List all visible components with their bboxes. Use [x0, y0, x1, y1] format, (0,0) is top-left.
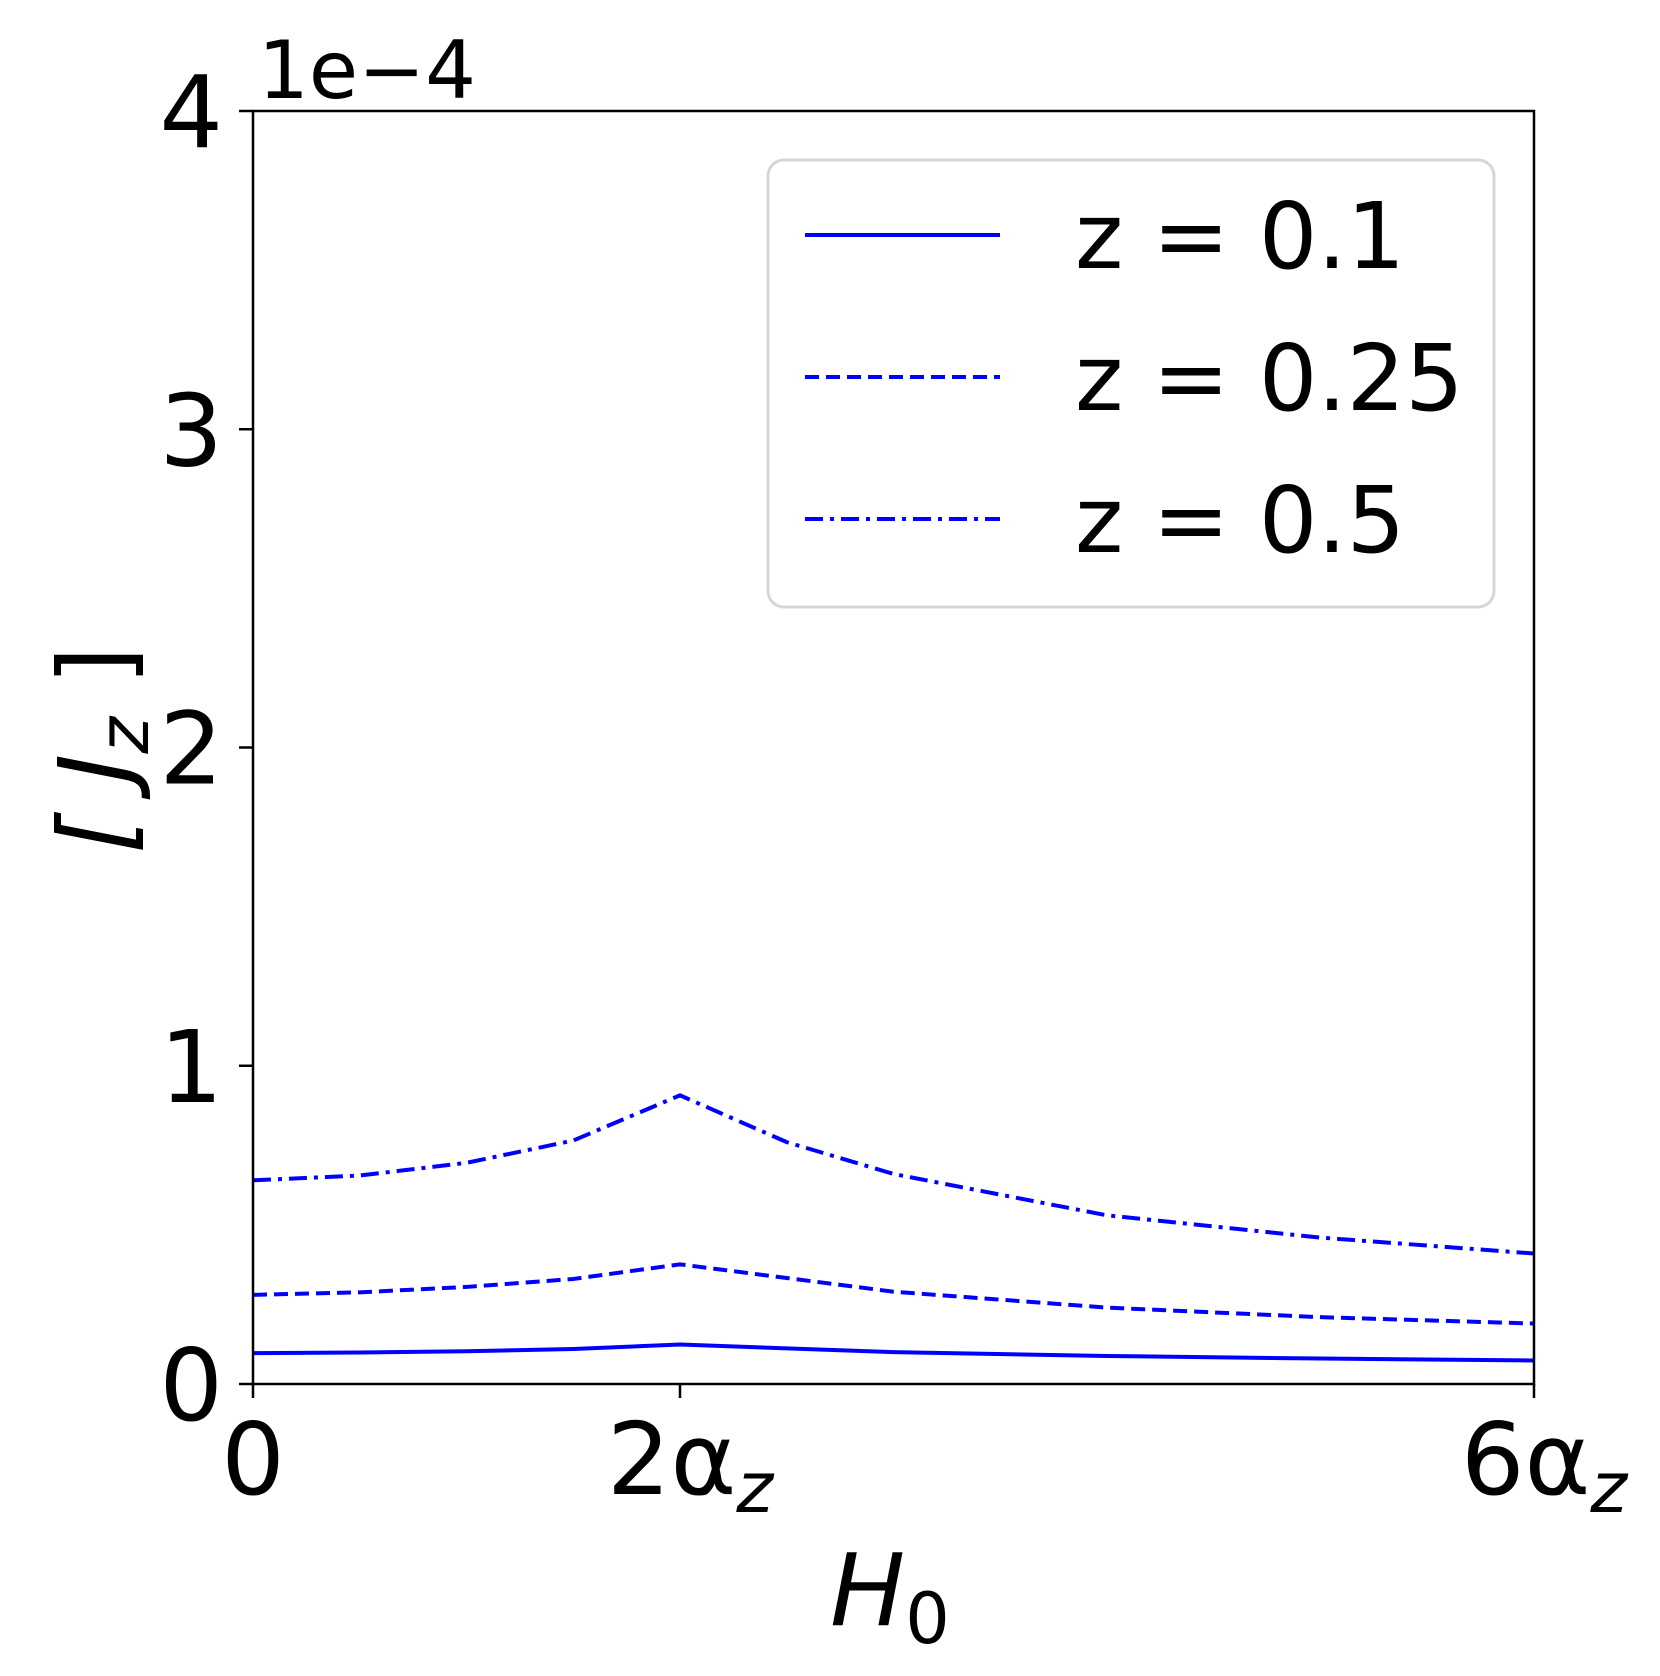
- y-tick-label: 3: [159, 372, 223, 489]
- legend-label-0: z = 0.1: [1075, 183, 1405, 290]
- series-line-1: [252, 1262, 1535, 1326]
- legend-label-1: z = 0.25: [1075, 325, 1464, 432]
- y-offset-label: 1e−4: [258, 24, 476, 117]
- series-line-2: [252, 1093, 1535, 1256]
- legend-frame: [766, 158, 1496, 609]
- y-tick-label: 4: [159, 54, 223, 171]
- series-lines: [252, 1093, 1535, 1363]
- x-tick-label: 2αz: [607, 1401, 776, 1529]
- x-tick-label: 6αz: [1461, 1401, 1630, 1529]
- legend: z = 0.1 z = 0.25 z = 0.5: [766, 158, 1496, 609]
- x-axis-label: H0: [830, 1532, 950, 1660]
- y-axis-label: [ Jz ]: [37, 646, 165, 854]
- y-tick-label: 1: [159, 1009, 223, 1126]
- x-axis: 0 2αz 6αz: [221, 1384, 1629, 1529]
- y-axis: 0 1 2 3 4: [159, 54, 253, 1444]
- y-tick-label: 2: [159, 691, 223, 808]
- legend-label-2: z = 0.5: [1075, 467, 1405, 574]
- series-line-0: [252, 1342, 1535, 1363]
- y-tick-label: 0: [159, 1327, 223, 1444]
- x-tick-label: 0: [221, 1401, 285, 1518]
